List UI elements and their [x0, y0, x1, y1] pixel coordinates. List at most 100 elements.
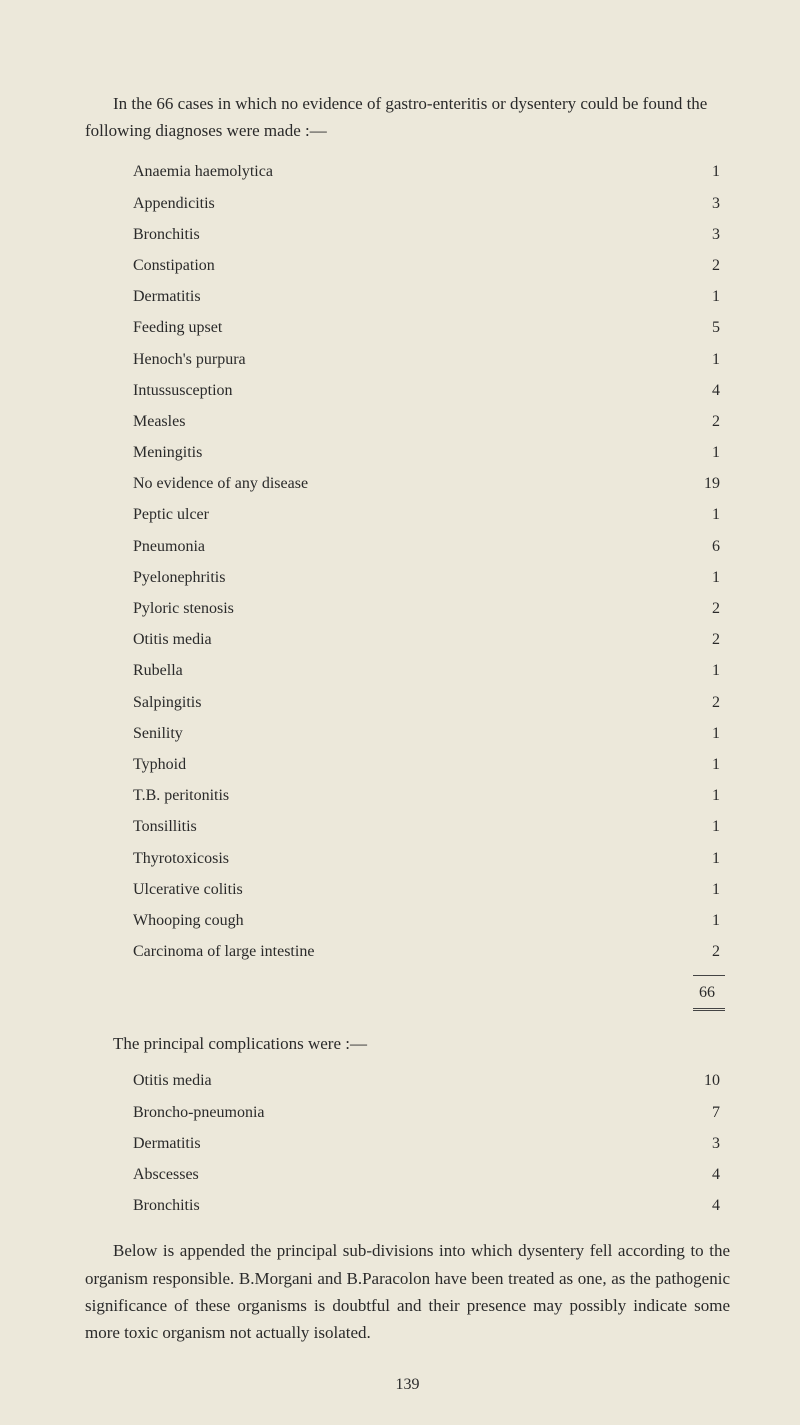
- row-label: Dermatitis: [133, 281, 201, 312]
- intro-paragraph: In the 66 cases in which no evidence of …: [85, 90, 730, 144]
- row-value: 6: [670, 531, 720, 562]
- conclusion-paragraph: Below is appended the principal sub-divi…: [85, 1237, 730, 1346]
- row-label: Henoch's purpura: [133, 344, 246, 375]
- row-value: 1: [670, 281, 720, 312]
- table-row: Whooping cough 1: [133, 905, 720, 936]
- row-label: Whooping cough: [133, 905, 244, 936]
- total-value: 66: [699, 984, 715, 1002]
- row-value: 1: [670, 843, 720, 874]
- page-number: 139: [85, 1376, 730, 1394]
- table-row: Abscesses 4: [133, 1159, 720, 1190]
- row-label: Abscesses: [133, 1159, 199, 1190]
- table-row: Meningitis 1: [133, 437, 720, 468]
- total-row: 66: [85, 984, 730, 1002]
- table-row: Appendicitis 3: [133, 188, 720, 219]
- row-label: Constipation: [133, 250, 215, 281]
- total-rule-top: [693, 975, 725, 976]
- table-row: No evidence of any disease 19: [133, 468, 720, 499]
- table-row: Senility 1: [133, 718, 720, 749]
- table-row: Thyrotoxicosis 1: [133, 843, 720, 874]
- row-value: 1: [670, 156, 720, 187]
- table-row: Carcinoma of large intestine 2: [133, 936, 720, 967]
- row-value: 1: [670, 749, 720, 780]
- row-label: T.B. peritonitis: [133, 780, 229, 811]
- row-value: 3: [670, 188, 720, 219]
- table-row: Tonsillitis 1: [133, 811, 720, 842]
- row-label: Feeding upset: [133, 312, 222, 343]
- table-row: Peptic ulcer 1: [133, 499, 720, 530]
- row-value: 2: [670, 624, 720, 655]
- row-label: Senility: [133, 718, 183, 749]
- row-label: Bronchitis: [133, 1190, 200, 1221]
- table-row: Otitis media 2: [133, 624, 720, 655]
- complications-table: Otitis media 10 Broncho-pneumonia 7 Dermatit…: [133, 1065, 720, 1221]
- table-row: Intussusception 4: [133, 375, 720, 406]
- row-value: 2: [670, 936, 720, 967]
- row-value: 4: [670, 375, 720, 406]
- table-row: Salpingitis 2: [133, 687, 720, 718]
- row-value: 2: [670, 406, 720, 437]
- diagnoses-table: Anaemia haemolytica1Appendicitis3Bronchi…: [133, 156, 720, 967]
- row-label: Anaemia haemolytica: [133, 156, 273, 187]
- table-row: Rubella 1: [133, 655, 720, 686]
- row-label: Otitis media: [133, 1065, 212, 1096]
- row-value: 1: [670, 874, 720, 905]
- total-rule-bottom: [693, 1008, 725, 1012]
- row-label: No evidence of any disease: [133, 468, 308, 499]
- row-value: 1: [670, 718, 720, 749]
- row-label: Meningitis: [133, 437, 202, 468]
- row-value: 2: [670, 250, 720, 281]
- row-label: Salpingitis: [133, 687, 201, 718]
- row-label: Typhoid: [133, 749, 186, 780]
- row-value: 4: [670, 1159, 720, 1190]
- row-label: Otitis media: [133, 624, 212, 655]
- table-row: Typhoid 1: [133, 749, 720, 780]
- table-row: Pyelonephritis 1: [133, 562, 720, 593]
- row-value: 2: [670, 593, 720, 624]
- row-value: 4: [670, 1190, 720, 1221]
- table-row: Bronchitis 4: [133, 1190, 720, 1221]
- table-row: Dermatitis 1: [133, 281, 720, 312]
- row-value: 1: [670, 499, 720, 530]
- row-label: Pyelonephritis: [133, 562, 225, 593]
- row-label: Thyrotoxicosis: [133, 843, 229, 874]
- table-row: Broncho-pneumonia 7: [133, 1097, 720, 1128]
- row-value: 1: [670, 437, 720, 468]
- table-row: Otitis media 10: [133, 1065, 720, 1096]
- row-label: Carcinoma of large intestine: [133, 936, 314, 967]
- table-row: Pneumonia 6: [133, 531, 720, 562]
- table-row: Constipation 2: [133, 250, 720, 281]
- row-label: Bronchitis: [133, 219, 200, 250]
- row-value: 1: [670, 344, 720, 375]
- row-value: 1: [670, 562, 720, 593]
- table-row: Pyloric stenosis2: [133, 593, 720, 624]
- row-label: Intussusception: [133, 375, 233, 406]
- row-value: 1: [670, 811, 720, 842]
- row-value: 1: [670, 905, 720, 936]
- row-value: 10: [670, 1065, 720, 1096]
- row-label: Measles: [133, 406, 185, 437]
- row-label: Peptic ulcer: [133, 499, 209, 530]
- row-label: Broncho-pneumonia: [133, 1097, 265, 1128]
- table-row: Henoch's purpura 1: [133, 344, 720, 375]
- complications-title: The principal complications were :—: [85, 1030, 730, 1057]
- row-value: 1: [670, 780, 720, 811]
- row-label: Dermatitis: [133, 1128, 201, 1159]
- table-row: Ulcerative colitis1: [133, 874, 720, 905]
- table-row: Feeding upset 5: [133, 312, 720, 343]
- row-value: 19: [670, 468, 720, 499]
- row-label: Rubella: [133, 655, 183, 686]
- table-row: T.B. peritonitis 1: [133, 780, 720, 811]
- table-row: Anaemia haemolytica 1: [133, 156, 720, 187]
- row-label: Pneumonia: [133, 531, 205, 562]
- row-value: 3: [670, 1128, 720, 1159]
- row-value: 3: [670, 219, 720, 250]
- row-value: 7: [670, 1097, 720, 1128]
- table-row: Measles 2: [133, 406, 720, 437]
- table-row: Bronchitis 3: [133, 219, 720, 250]
- row-label: Appendicitis: [133, 188, 215, 219]
- row-value: 5: [670, 312, 720, 343]
- row-label: Tonsillitis: [133, 811, 197, 842]
- row-value: 2: [670, 687, 720, 718]
- row-value: 1: [670, 655, 720, 686]
